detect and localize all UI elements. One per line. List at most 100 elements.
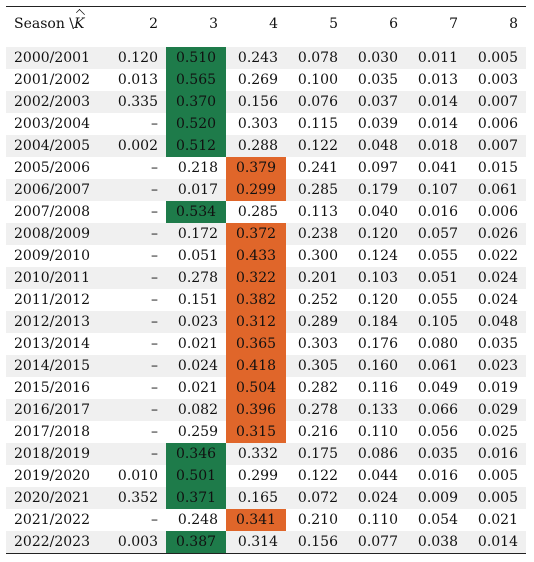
- value-cell: 0.110: [357, 512, 398, 528]
- season-cell: 2000/2001: [6, 41, 106, 69]
- highlighted-value-cell: 0.512: [166, 135, 226, 157]
- value-cell: 0.038: [406, 531, 466, 554]
- value-cell: 0.006: [477, 204, 518, 220]
- value-cell: 0.051: [177, 248, 218, 264]
- value-cell: 0.016: [417, 204, 458, 220]
- season-cell: 2016/2017: [6, 399, 106, 421]
- highlighted-value-cell: 0.396: [226, 399, 286, 421]
- value-cell: 0.024: [346, 487, 406, 509]
- col-header: 8: [466, 6, 526, 45]
- highlighted-value-cell: 0.379: [226, 157, 286, 179]
- value-cell: 0.023: [466, 355, 526, 377]
- value-cell: 0.115: [297, 116, 338, 132]
- season-cell: 2020/2021: [6, 487, 106, 509]
- table-row: 2022/2023 0.003 0.387 0.314 0.156 0.077 0.038 0…: [6, 531, 526, 554]
- value-cell: 0.049: [417, 380, 458, 396]
- season-cell: 2015/2016: [14, 380, 90, 396]
- value-cell: 0.156: [286, 531, 346, 554]
- table-row: 2004/2005 0.002 0.512 0.288 0.122 0.048 0.018 0…: [6, 135, 526, 157]
- col-header: 3: [166, 6, 226, 45]
- value-cell: 0.120: [346, 223, 406, 245]
- value-cell: 0.103: [346, 267, 406, 289]
- value-cell: 0.035: [477, 336, 518, 352]
- value-cell: 0.288: [226, 135, 286, 157]
- value-cell: 0.335: [106, 91, 166, 113]
- value-cell: 0.133: [346, 399, 406, 421]
- value-cell: 0.072: [286, 487, 346, 509]
- value-cell: 0.216: [297, 424, 338, 440]
- highlighted-value-cell: 0.520: [166, 113, 226, 135]
- season-cell: 2003/2004: [14, 116, 90, 132]
- season-cell: 2002/2003: [6, 91, 106, 113]
- highlighted-value-cell: 0.365: [226, 333, 286, 355]
- value-cell: 0.066: [406, 399, 466, 421]
- k-hat-symbol: K: [74, 16, 85, 32]
- value-cell: 0.151: [177, 292, 218, 308]
- value-cell: 0.061: [466, 179, 526, 201]
- season-cell: 2012/2013: [6, 311, 106, 333]
- value-cell: –: [106, 355, 166, 377]
- season-cell: 2009/2010: [14, 248, 90, 264]
- col-header: 6: [346, 6, 406, 45]
- value-cell: 0.030: [346, 41, 406, 69]
- table-row: 2002/2003 0.335 0.370 0.156 0.076 0.037 0.014 0…: [6, 91, 526, 113]
- season-cell: 2006/2007: [6, 179, 106, 201]
- value-cell: 0.122: [297, 468, 338, 484]
- highlighted-value-cell: 0.510: [166, 41, 226, 69]
- table-row: 2003/2004 –0.520 0.303 0.115 0.039 0.014 0.006: [6, 113, 526, 135]
- table-row: 2007/2008 –0.534 0.285 0.113 0.040 0.016 0.006: [6, 201, 526, 223]
- table-row: 2009/2010 – 0.051 0.433 0.300 0.124 0.055 0.022: [6, 245, 526, 267]
- value-cell: 0.021: [477, 512, 518, 528]
- col-header: 5: [286, 6, 346, 45]
- highlighted-value-cell: 0.299: [226, 179, 286, 201]
- value-cell: 0.009: [406, 487, 466, 509]
- col-header: 4: [226, 6, 286, 45]
- highlighted-value-cell: 0.433: [226, 245, 286, 267]
- value-cell: 0.024: [166, 355, 226, 377]
- col-header: 7: [406, 6, 466, 45]
- value-cell: 0.007: [466, 91, 526, 113]
- highlighted-value-cell: 0.372: [226, 223, 286, 245]
- highlighted-value-cell: 0.382: [226, 289, 286, 311]
- value-cell: 0.201: [286, 267, 346, 289]
- value-cell: 0.110: [357, 424, 398, 440]
- value-cell: 0.122: [286, 135, 346, 157]
- highlighted-value-cell: 0.565: [166, 69, 226, 91]
- value-cell: 0.026: [466, 223, 526, 245]
- value-cell: 0.014: [466, 531, 526, 554]
- value-cell: 0.076: [286, 91, 346, 113]
- col-header: 2: [106, 6, 166, 45]
- value-cell: –: [106, 443, 166, 465]
- value-cell: 0.019: [477, 380, 518, 396]
- highlighted-value-cell: 0.312: [226, 311, 286, 333]
- value-cell: –: [151, 160, 158, 176]
- value-cell: 0.002: [106, 135, 166, 157]
- value-cell: 0.025: [477, 424, 518, 440]
- season-cell: 2022/2023: [6, 531, 106, 554]
- value-cell: 0.299: [237, 468, 278, 484]
- value-cell: –: [151, 380, 158, 396]
- value-cell: 0.044: [357, 468, 398, 484]
- table-container: Season \K 2 3 4 5 6 7 8 2000/2001 0.120 0.…: [6, 6, 526, 554]
- season-header-label: Season \: [14, 16, 75, 32]
- highlighted-value-cell: 0.534: [166, 201, 226, 223]
- value-cell: 0.332: [226, 443, 286, 465]
- season-cell: 2021/2022: [14, 512, 90, 528]
- value-cell: 0.061: [406, 355, 466, 377]
- value-cell: 0.005: [477, 468, 518, 484]
- value-cell: 0.006: [477, 116, 518, 132]
- value-cell: 0.055: [417, 292, 458, 308]
- value-cell: 0.022: [477, 248, 518, 264]
- value-cell: 0.048: [466, 311, 526, 333]
- season-cell: 2018/2019: [6, 443, 106, 465]
- value-cell: 0.278: [286, 399, 346, 421]
- value-cell: 0.016: [466, 443, 526, 465]
- season-cell: 2007/2008: [14, 204, 90, 220]
- table-body: 2000/2001 0.120 0.510 0.243 0.078 0.030 0.011 0…: [6, 41, 526, 554]
- value-cell: 0.248: [177, 512, 218, 528]
- value-cell: 0.285: [286, 179, 346, 201]
- table-row: 2000/2001 0.120 0.510 0.243 0.078 0.030 0.011 0…: [6, 41, 526, 69]
- table-row: 2019/2020 0.010 0.501 0.299 0.122 0.044 0.016 0…: [6, 465, 526, 487]
- season-cell: 2014/2015: [6, 355, 106, 377]
- value-cell: 0.305: [286, 355, 346, 377]
